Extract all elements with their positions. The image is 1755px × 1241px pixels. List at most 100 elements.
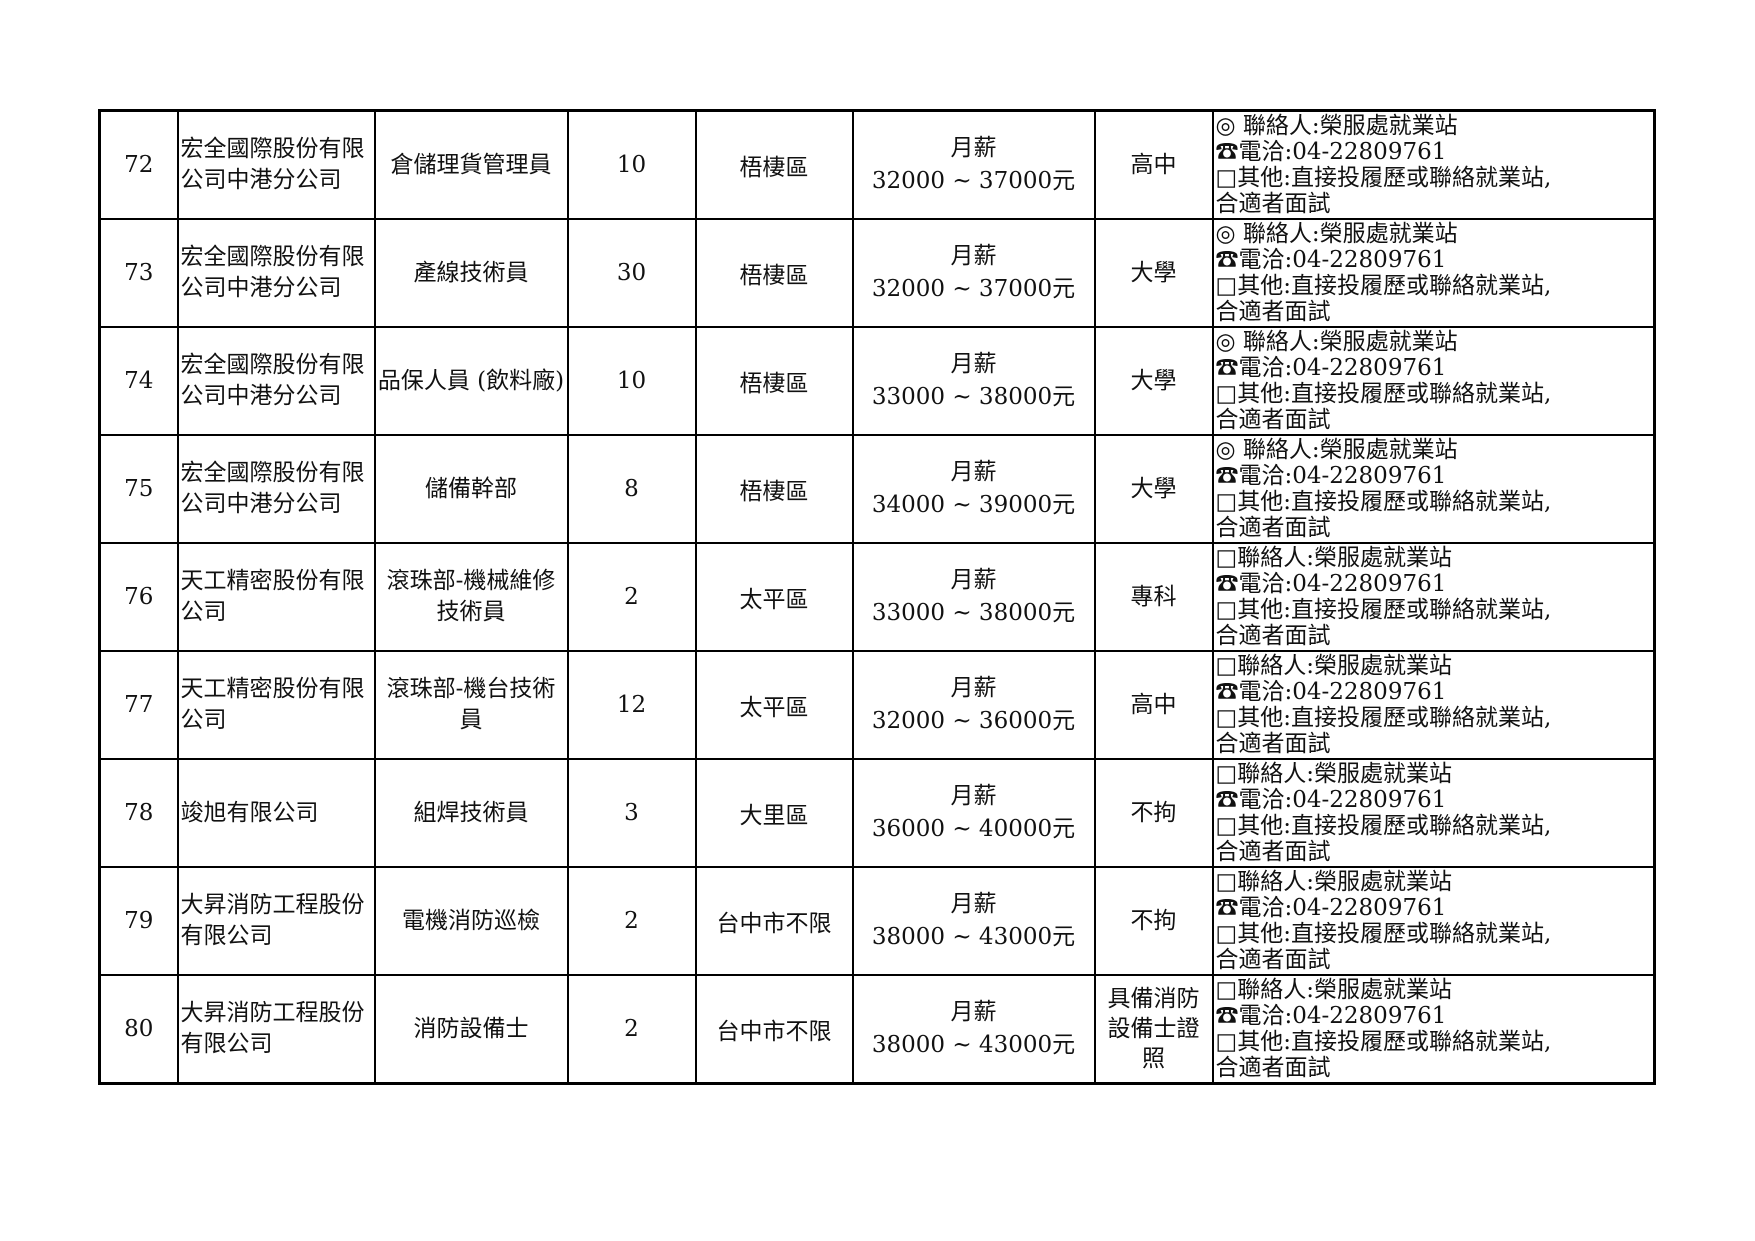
contact-person-line: □聯絡人:榮服處就業站	[1216, 545, 1652, 571]
contact-phone-line: ☎電洽:04-22809761	[1216, 139, 1652, 165]
contact-other-line: □其他:直接投履歷或聯絡就業站,	[1216, 381, 1652, 407]
education-requirement: 大學	[1093, 434, 1214, 544]
salary-type: 月薪	[950, 567, 997, 593]
work-district: 梧棲區	[694, 434, 854, 544]
contact-info: □聯絡人:榮服處就業站 ☎電洽:04-22809761 □其他:直接投履歷或聯絡…	[1211, 866, 1656, 976]
work-district: 台中市不限	[694, 866, 854, 976]
contact-other-line: □其他:直接投履歷或聯絡就業站,	[1216, 165, 1652, 191]
salary-range: 38000 ~ 43000元	[871, 1032, 1076, 1058]
company-name: 宏全國際股份有限公司中港分公司	[176, 218, 376, 328]
contact-note-line: 合適者面試	[1215, 299, 1331, 325]
contact-info: □聯絡人:榮服處就業站 ☎電洽:04-22809761 □其他:直接投履歷或聯絡…	[1211, 650, 1656, 760]
contact-other-line: □其他:直接投履歷或聯絡就業站,	[1216, 921, 1652, 947]
contact-phone-line: ☎電洽:04-22809761	[1216, 463, 1652, 489]
salary-type: 月薪	[950, 135, 997, 161]
salary-type: 月薪	[950, 783, 997, 809]
openings-count: 3	[566, 758, 697, 868]
contact-phone-text: 電洽:04-22809761	[1238, 679, 1447, 705]
row-number: 78	[98, 758, 179, 868]
salary-info: 月薪 34000 ~ 39000元	[851, 434, 1096, 544]
contact-person-line: □聯絡人:榮服處就業站	[1216, 761, 1652, 787]
row-number: 80	[98, 974, 179, 1085]
contact-info: ◎ 聯絡人:榮服處就業站 ☎電洽:04-22809761 □其他:直接投履歷或聯…	[1211, 109, 1656, 220]
contact-other-line: □其他:直接投履歷或聯絡就業站,	[1216, 273, 1652, 299]
contact-phone-text: 電洽:04-22809761	[1238, 571, 1447, 597]
contact-phone-text: 電洽:04-22809761	[1238, 355, 1447, 381]
education-requirement: 具備消防設備士證照	[1093, 974, 1214, 1085]
company-name: 宏全國際股份有限公司中港分公司	[176, 434, 376, 544]
salary-type: 月薪	[950, 243, 997, 269]
salary-type: 月薪	[950, 675, 997, 701]
job-title: 儲備幹部	[373, 434, 569, 544]
checkbox-icon: □	[1215, 705, 1238, 731]
contact-person-line: □聯絡人:榮服處就業站	[1216, 869, 1652, 895]
row-number: 72	[98, 109, 179, 220]
company-name: 天工精密股份有限公司	[176, 650, 376, 760]
contact-other-line: □其他:直接投履歷或聯絡就業站,	[1216, 705, 1652, 731]
contact-marker-icon: ◎	[1215, 221, 1243, 247]
contact-person-line: ◎ 聯絡人:榮服處就業站	[1216, 329, 1652, 355]
contact-person-text: 聯絡人:榮服處就業站	[1237, 545, 1452, 571]
work-district: 梧棲區	[694, 326, 854, 436]
row-number: 77	[98, 650, 179, 760]
checkbox-icon: □	[1215, 813, 1238, 839]
education-requirement: 高中	[1093, 650, 1214, 760]
row-number: 73	[98, 218, 179, 328]
contact-other-text: 其他:直接投履歷或聯絡就業站,	[1237, 705, 1552, 731]
salary-range: 32000 ~ 36000元	[871, 708, 1076, 734]
contact-person-text: 聯絡人:榮服處就業站	[1237, 869, 1452, 895]
contact-person-line: ◎ 聯絡人:榮服處就業站	[1216, 221, 1652, 247]
contact-info: ◎ 聯絡人:榮服處就業站 ☎電洽:04-22809761 □其他:直接投履歷或聯…	[1211, 326, 1656, 436]
contact-marker-icon: □	[1215, 869, 1238, 895]
job-title: 消防設備士	[373, 974, 569, 1085]
contact-other-text: 其他:直接投履歷或聯絡就業站,	[1237, 921, 1552, 947]
checkbox-icon: □	[1215, 273, 1238, 299]
table-row: 80 大昇消防工程股份有限公司 消防設備士 2 台中市不限 月薪 38000 ~…	[98, 974, 1656, 1085]
phone-icon: ☎	[1215, 571, 1239, 597]
phone-icon: ☎	[1215, 787, 1239, 813]
contact-phone-line: ☎電洽:04-22809761	[1216, 247, 1652, 273]
contact-marker-icon: ◎	[1215, 437, 1243, 463]
salary-info: 月薪 36000 ~ 40000元	[851, 758, 1096, 868]
contact-phone-text: 電洽:04-22809761	[1238, 1003, 1447, 1029]
contact-marker-icon: □	[1215, 761, 1238, 787]
contact-marker-icon: ◎	[1215, 329, 1243, 355]
contact-info: ◎ 聯絡人:榮服處就業站 ☎電洽:04-22809761 □其他:直接投履歷或聯…	[1211, 434, 1656, 544]
contact-info: □聯絡人:榮服處就業站 ☎電洽:04-22809761 □ 其他:直接投履歷或聯絡…	[1211, 542, 1656, 652]
openings-count: 12	[566, 650, 697, 760]
phone-icon: ☎	[1215, 463, 1239, 489]
row-number: 79	[98, 866, 179, 976]
salary-info: 月薪 38000 ~ 43000元	[851, 866, 1096, 976]
contact-other-text: 其他:直接投履歷或聯絡就業站,	[1237, 597, 1552, 623]
contact-marker-icon: □	[1215, 545, 1238, 571]
work-district: 梧棲區	[694, 218, 854, 328]
contact-marker-icon: □	[1215, 653, 1238, 679]
contact-other-line: □其他:直接投履歷或聯絡就業站,	[1216, 489, 1652, 515]
contact-person-line: ◎ 聯絡人:榮服處就業站	[1216, 113, 1652, 139]
table-row: 74 宏全國際股份有限公司中港分公司 品保人員 (飲料廠) 10 梧棲區 月薪 …	[98, 326, 1656, 436]
contact-other-text: 其他:直接投履歷或聯絡就業站,	[1237, 813, 1552, 839]
salary-info: 月薪 33000 ~ 38000元	[851, 542, 1096, 652]
job-title: 滾珠部-機台技術員	[373, 650, 569, 760]
education-requirement: 不拘	[1093, 758, 1214, 868]
contact-phone-line: ☎電洽:04-22809761	[1216, 787, 1652, 813]
openings-count: 10	[566, 326, 697, 436]
company-name: 宏全國際股份有限公司中港分公司	[176, 326, 376, 436]
salary-range: 36000 ~ 40000元	[871, 816, 1076, 842]
contact-person-text: 聯絡人:榮服處就業站	[1242, 113, 1458, 139]
phone-icon: ☎	[1215, 895, 1239, 921]
salary-type: 月薪	[950, 459, 997, 485]
education-requirement: 大學	[1093, 218, 1214, 328]
contact-info: □聯絡人:榮服處就業站 ☎電洽:04-22809761 □其他:直接投履歷或聯絡…	[1211, 974, 1656, 1085]
job-title: 組焊技術員	[373, 758, 569, 868]
salary-info: 月薪 32000 ~ 37000元	[851, 109, 1096, 220]
contact-phone-line: ☎電洽:04-22809761	[1216, 355, 1652, 381]
checkbox-icon: □	[1215, 489, 1238, 515]
contact-note-line: 合適者面試	[1215, 947, 1331, 973]
contact-note-line: 合適者面試	[1215, 1055, 1331, 1081]
table-row: 73 宏全國際股份有限公司中港分公司 產線技術員 30 梧棲區 月薪 32000…	[98, 218, 1656, 328]
contact-person-line: □聯絡人:榮服處就業站	[1216, 977, 1652, 1003]
contact-other-line: □其他:直接投履歷或聯絡就業站,	[1216, 1029, 1652, 1055]
contact-info: □聯絡人:榮服處就業站 ☎電洽:04-22809761 □其他:直接投履歷或聯絡…	[1211, 758, 1656, 868]
